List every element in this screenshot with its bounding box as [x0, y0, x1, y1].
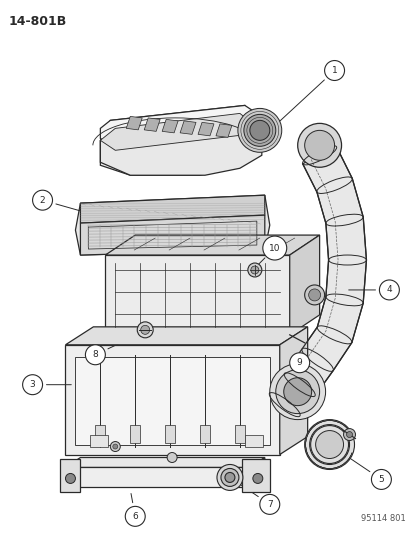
- Circle shape: [167, 453, 177, 463]
- Polygon shape: [279, 327, 307, 455]
- Circle shape: [221, 469, 238, 487]
- Polygon shape: [289, 235, 319, 335]
- Circle shape: [65, 473, 75, 483]
- Polygon shape: [126, 116, 142, 130]
- Text: 6: 6: [132, 512, 138, 521]
- Polygon shape: [162, 119, 178, 133]
- Polygon shape: [100, 114, 254, 150]
- Circle shape: [304, 285, 324, 305]
- Circle shape: [304, 131, 334, 160]
- Circle shape: [308, 289, 320, 301]
- Circle shape: [33, 190, 52, 210]
- Text: 4: 4: [386, 286, 391, 294]
- Polygon shape: [100, 106, 264, 175]
- Circle shape: [216, 464, 242, 490]
- Circle shape: [250, 266, 258, 274]
- Text: 5: 5: [377, 475, 383, 484]
- Text: 7: 7: [266, 500, 272, 509]
- Circle shape: [275, 370, 319, 414]
- FancyBboxPatch shape: [95, 425, 105, 442]
- Polygon shape: [60, 459, 80, 492]
- Circle shape: [259, 495, 279, 514]
- Circle shape: [289, 353, 309, 373]
- Polygon shape: [241, 459, 269, 492]
- FancyBboxPatch shape: [165, 425, 175, 442]
- Circle shape: [140, 325, 150, 334]
- Polygon shape: [144, 118, 160, 131]
- Text: 95114 801: 95114 801: [360, 514, 404, 523]
- Polygon shape: [100, 106, 259, 146]
- Polygon shape: [105, 255, 289, 335]
- Circle shape: [237, 108, 281, 152]
- Circle shape: [113, 444, 118, 449]
- Circle shape: [249, 120, 269, 140]
- Text: 2: 2: [40, 196, 45, 205]
- FancyBboxPatch shape: [75, 357, 269, 445]
- Circle shape: [252, 473, 262, 483]
- Circle shape: [315, 431, 343, 458]
- Circle shape: [378, 280, 399, 300]
- Polygon shape: [197, 123, 214, 136]
- Circle shape: [110, 441, 120, 451]
- FancyBboxPatch shape: [199, 425, 209, 442]
- FancyBboxPatch shape: [130, 425, 140, 442]
- Polygon shape: [100, 125, 261, 175]
- Circle shape: [324, 61, 344, 80]
- Circle shape: [343, 429, 355, 441]
- Polygon shape: [105, 235, 319, 255]
- Text: 8: 8: [92, 350, 98, 359]
- Circle shape: [309, 425, 349, 464]
- Circle shape: [297, 123, 341, 167]
- Text: 9: 9: [296, 358, 302, 367]
- Circle shape: [304, 419, 354, 470]
- Polygon shape: [80, 195, 264, 223]
- Circle shape: [85, 345, 105, 365]
- Circle shape: [269, 364, 325, 419]
- Circle shape: [262, 236, 286, 260]
- Circle shape: [310, 425, 348, 464]
- Text: 3: 3: [30, 380, 36, 389]
- Text: 1: 1: [331, 66, 337, 75]
- Polygon shape: [65, 345, 279, 455]
- Text: 10: 10: [268, 244, 280, 253]
- Polygon shape: [65, 327, 307, 345]
- Text: 14-801B: 14-801B: [9, 15, 67, 28]
- FancyBboxPatch shape: [234, 425, 244, 442]
- Polygon shape: [249, 457, 264, 487]
- Circle shape: [125, 506, 145, 526]
- Circle shape: [23, 375, 43, 394]
- Circle shape: [283, 378, 311, 406]
- FancyBboxPatch shape: [244, 434, 262, 447]
- FancyBboxPatch shape: [90, 434, 108, 447]
- Polygon shape: [65, 457, 264, 467]
- Circle shape: [370, 470, 390, 489]
- Circle shape: [346, 432, 351, 438]
- Circle shape: [243, 115, 275, 147]
- Circle shape: [137, 322, 153, 338]
- Polygon shape: [180, 121, 196, 134]
- Polygon shape: [75, 195, 269, 255]
- Polygon shape: [216, 124, 231, 138]
- Polygon shape: [80, 215, 264, 255]
- Circle shape: [224, 472, 234, 482]
- Polygon shape: [269, 147, 366, 416]
- Polygon shape: [65, 467, 249, 487]
- Circle shape: [247, 263, 261, 277]
